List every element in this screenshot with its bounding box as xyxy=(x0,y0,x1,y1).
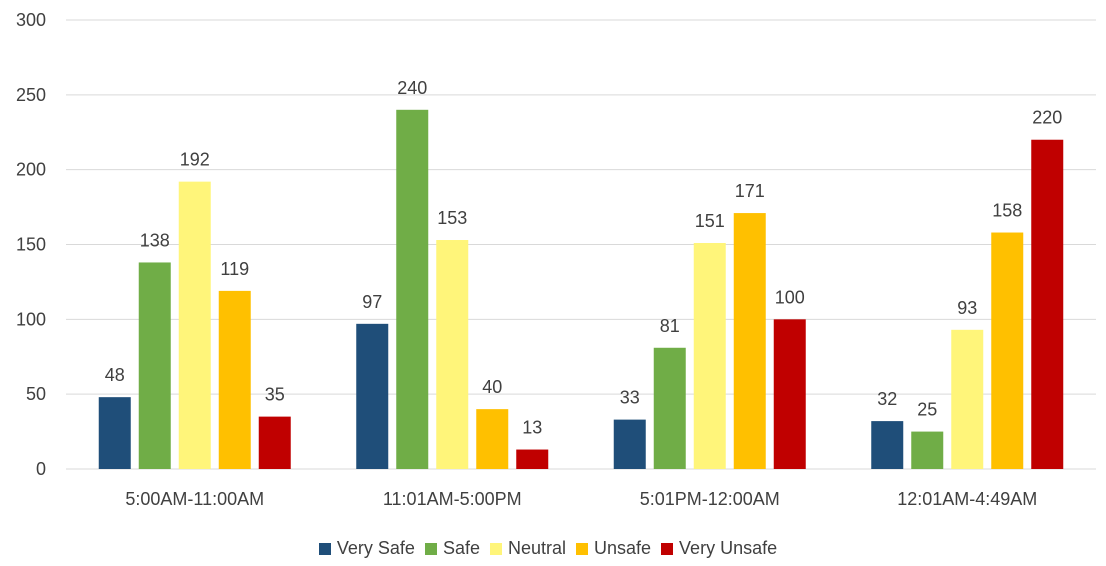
bar-neutral xyxy=(436,240,469,469)
data-label: 25 xyxy=(917,400,937,420)
legend-item-safe: Safe xyxy=(424,538,480,559)
y-axis-ticks: 0 50 100 150 200 250 300 xyxy=(16,10,46,479)
legend-swatch xyxy=(661,542,674,555)
data-label: 138 xyxy=(140,230,170,250)
data-label: 40 xyxy=(482,377,502,397)
legend-item-very-safe: Very Safe xyxy=(318,538,415,559)
x-axis-categories: 5:00AM-11:00AM 11:01AM-5:00PM 5:01PM-12:00… xyxy=(125,489,1037,509)
bar-very-unsafe xyxy=(1031,139,1064,469)
legend-label: Safe xyxy=(442,538,480,558)
data-label: 81 xyxy=(660,316,680,336)
bar-safe xyxy=(911,431,944,469)
data-label: 220 xyxy=(1032,108,1062,128)
legend: Very Safe Safe Neutral Unsafe Very Unsafe xyxy=(0,538,1106,559)
y-tick-label: 250 xyxy=(16,85,46,105)
data-label: 151 xyxy=(695,211,725,231)
bar-unsafe xyxy=(991,232,1024,469)
data-label: 192 xyxy=(180,150,210,170)
y-tick-label: 0 xyxy=(36,459,46,479)
legend-swatch xyxy=(489,542,502,555)
data-label: 13 xyxy=(522,418,542,438)
bar-very-unsafe xyxy=(773,319,806,469)
bar-unsafe xyxy=(476,409,509,469)
bar-unsafe xyxy=(733,213,766,469)
data-label: 119 xyxy=(220,259,249,279)
data-label: 93 xyxy=(957,298,977,318)
bar-neutral xyxy=(951,329,984,469)
legend-item-unsafe: Unsafe xyxy=(576,538,651,559)
legend-label: Very Unsafe xyxy=(679,538,778,558)
bar-safe xyxy=(396,109,429,470)
legend-item-neutral: Neutral xyxy=(489,538,566,559)
legend-item-very-unsafe: Very Unsafe xyxy=(661,538,777,559)
bar-very-unsafe xyxy=(516,449,549,469)
legend-label: Unsafe xyxy=(594,538,652,558)
data-label: 32 xyxy=(877,389,897,409)
bar-safe xyxy=(653,347,686,469)
data-label: 240 xyxy=(397,78,427,98)
data-label: 171 xyxy=(735,181,765,201)
bar-unsafe xyxy=(218,290,251,469)
bar-very-safe xyxy=(98,397,131,469)
legend-label: Neutral xyxy=(507,538,566,558)
data-label: 33 xyxy=(620,388,640,408)
bars xyxy=(98,109,1064,470)
data-label: 100 xyxy=(775,287,805,307)
x-category-label: 11:01AM-5:00PM xyxy=(383,489,522,509)
data-label: 48 xyxy=(105,365,125,385)
bar-very-safe xyxy=(613,419,646,469)
y-tick-label: 50 xyxy=(26,384,46,404)
y-tick-label: 100 xyxy=(16,309,46,329)
x-category-label: 5:00AM-11:00AM xyxy=(125,489,264,509)
y-tick-label: 150 xyxy=(16,235,46,255)
bar-neutral xyxy=(178,181,211,469)
y-tick-label: 300 xyxy=(16,10,46,30)
bar-neutral xyxy=(693,243,726,469)
data-label: 35 xyxy=(265,385,285,405)
data-labels: 48 138 192 119 35 97 240 153 40 13 33 81 151 171 100 32… xyxy=(105,78,1063,438)
data-label: 158 xyxy=(992,201,1022,221)
bar-very-safe xyxy=(356,323,389,469)
legend-swatch xyxy=(576,542,588,555)
bar-safe xyxy=(138,262,171,469)
bar-very-safe xyxy=(871,421,904,469)
x-category-label: 5:01PM-12:00AM xyxy=(640,489,780,509)
legend-label: Very Safe xyxy=(336,538,415,558)
legend-swatch xyxy=(424,542,437,555)
y-tick-label: 200 xyxy=(16,160,46,180)
data-label: 153 xyxy=(437,208,467,228)
data-label: 97 xyxy=(362,292,382,312)
legend-swatch xyxy=(318,542,331,555)
x-category-label: 12:01AM-4:49AM xyxy=(897,489,1037,509)
bar-very-unsafe xyxy=(258,416,291,469)
